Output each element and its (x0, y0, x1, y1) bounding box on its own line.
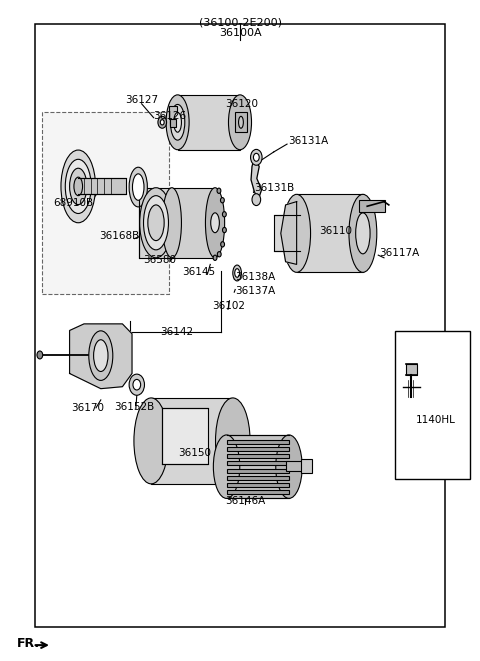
Ellipse shape (239, 116, 243, 128)
Polygon shape (281, 202, 297, 264)
Ellipse shape (213, 435, 240, 498)
Bar (227, 490, 289, 494)
Ellipse shape (89, 330, 113, 381)
Ellipse shape (283, 194, 311, 272)
Bar (286, 461, 302, 471)
Bar (169, 106, 177, 119)
Text: 36102: 36102 (212, 301, 245, 311)
Text: 36100A: 36100A (219, 28, 261, 38)
Circle shape (251, 149, 262, 165)
Bar (227, 476, 289, 480)
Ellipse shape (228, 95, 252, 150)
Bar (297, 194, 363, 272)
Ellipse shape (276, 435, 302, 498)
Ellipse shape (166, 95, 189, 150)
Ellipse shape (233, 265, 241, 281)
Ellipse shape (65, 159, 91, 214)
Text: 36142: 36142 (160, 327, 193, 337)
Circle shape (252, 194, 261, 206)
Bar (406, 364, 417, 375)
Ellipse shape (94, 340, 108, 371)
Bar (227, 454, 289, 458)
Circle shape (37, 351, 43, 359)
Ellipse shape (235, 268, 240, 278)
Circle shape (253, 153, 259, 161)
Text: 36152B: 36152B (114, 401, 155, 412)
Bar (172, 188, 215, 258)
Bar (235, 112, 247, 132)
Text: 36126: 36126 (154, 111, 187, 122)
Bar (139, 188, 172, 258)
Text: (36100-2E200): (36100-2E200) (199, 17, 281, 28)
Bar (178, 95, 240, 150)
Circle shape (160, 120, 164, 125)
Ellipse shape (205, 188, 225, 258)
Text: 36150: 36150 (178, 448, 211, 459)
Text: 36146A: 36146A (225, 496, 265, 506)
Circle shape (217, 188, 221, 194)
Ellipse shape (349, 194, 377, 272)
Ellipse shape (162, 188, 181, 258)
Text: 36131B: 36131B (254, 183, 295, 194)
Bar (42, 112, 169, 294)
Ellipse shape (144, 196, 168, 250)
Text: 36110: 36110 (320, 225, 352, 236)
Ellipse shape (134, 398, 168, 484)
Ellipse shape (148, 205, 164, 241)
Bar (274, 215, 300, 251)
Bar (395, 330, 470, 479)
Bar (170, 119, 176, 127)
Bar (301, 459, 312, 473)
Circle shape (133, 379, 141, 390)
Text: 36131A: 36131A (288, 136, 328, 147)
Circle shape (217, 252, 221, 257)
Bar (227, 435, 289, 498)
Text: FR.: FR. (17, 637, 40, 650)
Bar (78, 178, 126, 194)
Ellipse shape (170, 104, 185, 140)
Circle shape (97, 351, 103, 359)
Circle shape (220, 198, 224, 203)
Bar (227, 469, 289, 473)
Ellipse shape (140, 188, 172, 258)
Bar (151, 398, 233, 484)
Bar (162, 408, 208, 464)
Circle shape (222, 212, 226, 217)
Circle shape (213, 255, 217, 260)
Ellipse shape (61, 150, 96, 223)
Circle shape (129, 374, 144, 395)
Text: 68910B: 68910B (53, 198, 93, 208)
Ellipse shape (211, 213, 219, 233)
Circle shape (223, 227, 227, 233)
Polygon shape (70, 324, 132, 389)
Bar (227, 483, 289, 487)
Text: 36137A: 36137A (235, 286, 276, 296)
Text: 36580: 36580 (143, 254, 176, 265)
Ellipse shape (129, 167, 147, 207)
Ellipse shape (132, 174, 144, 200)
Ellipse shape (74, 177, 83, 196)
Circle shape (221, 242, 225, 247)
Polygon shape (251, 157, 262, 200)
Text: 1140HL: 1140HL (416, 414, 456, 425)
Text: 36120: 36120 (226, 99, 259, 110)
Bar (35, 24, 445, 627)
Text: 36117A: 36117A (379, 247, 420, 258)
Text: 36168B: 36168B (99, 231, 139, 241)
Bar (227, 440, 289, 444)
Bar (359, 200, 385, 212)
Bar (227, 447, 289, 451)
Text: 36127: 36127 (125, 95, 158, 106)
Ellipse shape (356, 213, 370, 254)
Text: 36138A: 36138A (235, 272, 276, 282)
Ellipse shape (216, 398, 250, 484)
Bar (227, 461, 289, 465)
Text: 36145: 36145 (182, 267, 216, 278)
Ellipse shape (70, 169, 87, 205)
Text: 36170: 36170 (71, 403, 104, 414)
Ellipse shape (174, 112, 181, 132)
Circle shape (158, 116, 167, 128)
